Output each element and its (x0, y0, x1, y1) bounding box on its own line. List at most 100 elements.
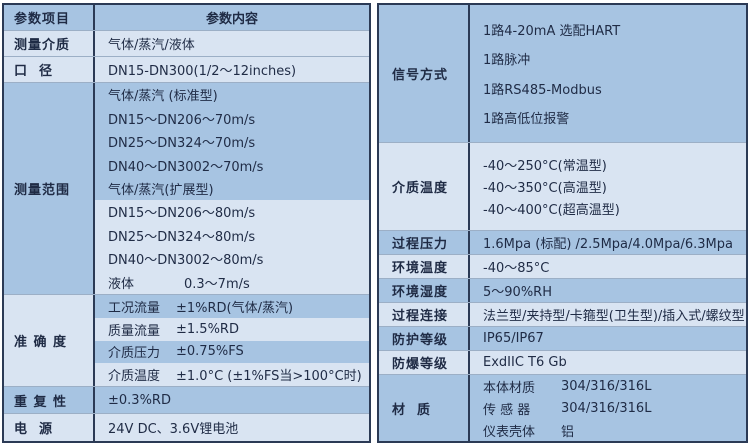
power-label: 电 源 (14, 422, 54, 437)
material-value: 304/316/316L (561, 378, 652, 394)
diameter-value-cell: DN15-DN300(1/2～12inches) (95, 57, 369, 82)
accuracy-line: 质量流量 ±1.5%RD (95, 317, 369, 341)
medium-temp-line: -40～350°C(高温型) (470, 175, 746, 197)
row-material: 材 质 本体材质 304/316/316L 传 感 器 304/316/316L… (379, 375, 746, 441)
row-power: 电 源 24V DC、3.6V锂电池 (4, 414, 369, 441)
ambient-temperature-label: 环境温度 (392, 261, 449, 276)
protection-rating-label-cell: 防护等级 (379, 327, 470, 350)
ambient-humidity-label-cell: 环境湿度 (379, 279, 470, 302)
signal-mode-lines: 1路4-20mA 选配HART 1路脉冲 1路RS485-Modbus 1路高低… (470, 5, 746, 142)
explosion-proof-value: ExdIIC T6 Gb (483, 355, 567, 370)
row-medium-temperature: 介质温度 -40～250°C(常温型) -40～350°C(高温型) -40～4… (379, 143, 746, 231)
medium-temp-value: -40～400°C(超高温型) (483, 203, 620, 219)
medium-temp-value: -40～250°C(常温型) (483, 158, 607, 174)
range-value: 2～80m/s (201, 253, 264, 269)
explosion-proof-value-cell: ExdIIC T6 Gb (470, 351, 746, 374)
accuracy-line: 介质压力 ±0.75%FS (95, 340, 369, 364)
range-value: 0.3～7m/s (184, 276, 250, 292)
left-header-row: 参数项目 参数内容 (4, 5, 369, 31)
repeatability-value-cell: ±0.3%RD (95, 387, 369, 413)
range-value: 6～80m/s (193, 206, 256, 222)
material-name: 传 感 器 (483, 402, 531, 418)
process-pressure-value-cell: 1.6Mpa (标配) /2.5Mpa/4.0Mpa/6.3Mpa (470, 231, 746, 254)
material-lines: 本体材质 304/316/316L 传 感 器 304/316/316L 仪表壳… (470, 375, 746, 441)
medium-temp-value: -40～350°C(高温型) (483, 180, 607, 196)
header-param-label: 参数项目 (14, 12, 71, 27)
range-value: 4～80m/s (193, 229, 256, 245)
range-name: DN25～DN32 (108, 229, 194, 245)
range-name: DN15～DN20 (108, 112, 194, 128)
signal-value: 1路4-20mA 选配HART (483, 24, 621, 40)
row-ambient-humidity: 环境湿度 5～90%RH (379, 279, 746, 303)
header-content-cell: 参数内容 (95, 5, 369, 30)
ambient-temperature-value-cell: -40～85°C (470, 255, 746, 278)
repeatability-label-cell: 重 复 性 (4, 387, 95, 413)
measuring-medium-value-cell: 气体/蒸汽/液体 (95, 31, 369, 56)
range-line: DN40～DN300 2～80m/s (95, 247, 369, 271)
signal-value: 1路脉冲 (483, 53, 531, 69)
left-spec-table: 参数项目 参数内容 测量介质 气体/蒸汽/液体 口 径 DN15-DN300(1… (2, 3, 371, 443)
explosion-proof-label-cell: 防爆等级 (379, 351, 470, 374)
ambient-humidity-value: 5～90%RH (483, 285, 552, 300)
power-label-cell: 电 源 (4, 414, 95, 441)
measuring-range-lines: 气体/蒸汽 (标准型) DN15～DN20 6～70m/s DN25～DN32 … (95, 83, 369, 294)
diameter-label: 口 径 (14, 64, 54, 79)
material-line: 仪表壳体 铝 (470, 419, 746, 441)
range-line: DN40～DN300 2～70m/s (95, 153, 369, 177)
signal-mode-label: 信号方式 (392, 68, 449, 83)
range-name: DN40～DN300 (108, 253, 202, 269)
signal-line: 1路RS485-Modbus (470, 74, 746, 103)
protection-rating-value-cell: IP65/IP67 (470, 327, 746, 350)
medium-temp-line: -40～400°C(超高温型) (470, 198, 746, 220)
accuracy-value: ±1%RD(气体/蒸汽) (176, 300, 294, 316)
ambient-temperature-label-cell: 环境温度 (379, 255, 470, 278)
signal-mode-label-cell: 信号方式 (379, 5, 470, 142)
signal-line: 1路4-20mA 选配HART (470, 15, 746, 44)
measuring-medium-value: 气体/蒸汽/液体 (108, 38, 195, 53)
diameter-label-cell: 口 径 (4, 57, 95, 82)
medium-temperature-label: 介质温度 (392, 181, 449, 196)
ambient-temperature-value: -40～85°C (483, 261, 550, 276)
accuracy-label-cell: 准 确 度 (4, 295, 95, 386)
process-connection-value: 法兰型/夹持型/卡箍型(卫生型)/插入式/螺纹型 (483, 309, 745, 324)
row-ambient-temperature: 环境温度 -40～85°C (379, 255, 746, 279)
medium-temp-line: -40～250°C(常温型) (470, 153, 746, 175)
row-signal-mode: 信号方式 1路4-20mA 选配HART 1路脉冲 1路RS485-Modbus… (379, 5, 746, 143)
ambient-humidity-value-cell: 5～90%RH (470, 279, 746, 302)
process-pressure-label: 过程压力 (392, 237, 449, 252)
measuring-medium-label-cell: 测量介质 (4, 31, 95, 56)
range-name: DN15～DN20 (108, 206, 194, 222)
explosion-proof-label: 防爆等级 (392, 357, 449, 372)
signal-value: 1路高低位报警 (483, 111, 570, 127)
range-value: 6～70m/s (193, 112, 256, 128)
material-label: 材 质 (392, 402, 432, 418)
accuracy-value: ±1.5%RD (176, 321, 239, 337)
header-param-cell: 参数项目 (4, 5, 95, 30)
accuracy-name: 介质压力 (108, 346, 161, 362)
material-value: 304/316/316L (561, 400, 652, 416)
range-value: 4～70m/s (193, 136, 256, 152)
range-line: DN15～DN20 6～80m/s (95, 200, 369, 224)
row-repeatability: 重 复 性 ±0.3%RD (4, 387, 369, 414)
material-line: 本体材质 304/316/316L (470, 375, 746, 397)
range-line: 气体/蒸汽 (标准型) (95, 83, 369, 107)
range-name: 气体/蒸汽 (标准型) (108, 89, 218, 105)
range-name: 气体/蒸汽(扩展型) (108, 182, 214, 198)
row-explosion-proof-rating: 防爆等级 ExdIIC T6 Gb (379, 351, 746, 375)
header-content-label: 参数内容 (205, 12, 258, 27)
measuring-range-label: 测量范围 (14, 183, 71, 198)
row-protection-rating: 防护等级 IP65/IP67 (379, 327, 746, 351)
material-name: 仪表壳体 (483, 424, 536, 440)
right-spec-table: 信号方式 1路4-20mA 选配HART 1路脉冲 1路RS485-Modbus… (377, 3, 748, 443)
medium-temperature-lines: -40～250°C(常温型) -40～350°C(高温型) -40～400°C(… (470, 143, 746, 230)
material-line: 传 感 器 304/316/316L (470, 397, 746, 419)
accuracy-name: 介质温度 (108, 369, 161, 385)
material-name: 本体材质 (483, 380, 536, 396)
signal-line: 1路高低位报警 (470, 103, 746, 132)
range-name: DN40～DN300 (108, 159, 202, 175)
row-accuracy: 准 确 度 工况流量 ±1%RD(气体/蒸汽) 质量流量 ±1.5%RD 介质压… (4, 295, 369, 387)
signal-line: 1路脉冲 (470, 44, 746, 73)
repeatability-value: ±0.3%RD (108, 392, 171, 408)
diameter-value: DN15-DN300(1/2～12inches) (108, 64, 297, 79)
